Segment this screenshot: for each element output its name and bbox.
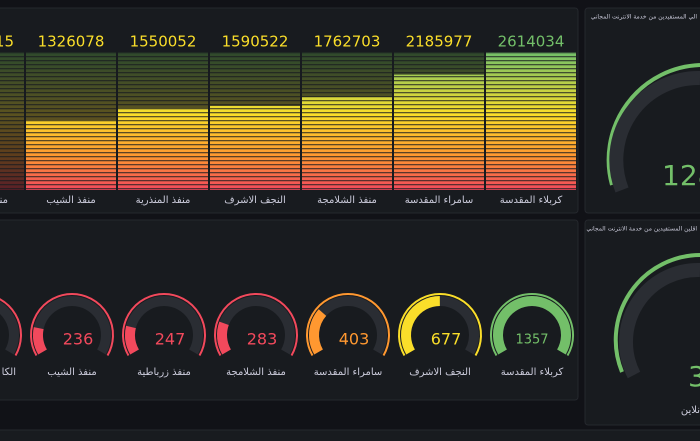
bar-value: 1326078 [38, 33, 105, 51]
gauge-fill [33, 327, 48, 355]
gauge-label: منفذ زرباطية [137, 367, 191, 378]
panel-title: اقلين المستفيدين من خدمة الانترنت المجان… [586, 226, 697, 233]
gauge-fill [125, 325, 140, 355]
gauge-fill [309, 309, 327, 355]
gauge-label: النجف الاشرف [409, 367, 471, 378]
gauge-fill [217, 321, 232, 355]
bar-stripes [302, 52, 392, 190]
gauge-value: 247 [155, 330, 186, 349]
bar-stripes [26, 52, 116, 190]
bar-value: 2614034 [498, 33, 565, 51]
bar-stripes [486, 52, 576, 190]
gauge-label: كربلاء المقدسة [501, 367, 564, 378]
gauge-value: 1357 [515, 333, 548, 348]
bar-stripes [210, 52, 300, 190]
panel-title: الي المستفيدين من خدمة الانترنت المجاني [591, 14, 698, 21]
bar-stripes [394, 52, 484, 190]
gauge-track [618, 262, 700, 379]
stat-value: 3 [688, 360, 700, 393]
gauge-threshold [30, 293, 114, 356]
bar-label: كربلاء المقدسة [500, 195, 563, 206]
bar-track [0, 52, 24, 190]
gauge-label: سامراء المقدسة [314, 367, 383, 378]
gauge-value: 283 [247, 330, 278, 349]
gauge-label: منفذ الشلامجة [226, 367, 286, 378]
gauge-threshold [306, 293, 390, 356]
gauge-track [0, 301, 19, 355]
gauge-fill [401, 296, 441, 355]
gauge-value: 236 [63, 330, 94, 349]
gauge-threshold [398, 293, 482, 356]
gauge-track [609, 70, 700, 193]
gauge-value: 677 [431, 330, 462, 349]
gauge-arc [606, 63, 700, 186]
stat-label: نلاين [681, 405, 700, 416]
gauge-threshold [214, 293, 298, 356]
stat-panel [584, 219, 700, 426]
bar-label: منفذ الشيب [46, 195, 95, 206]
bar-label: منفذ المنذرية [136, 195, 191, 206]
stat-value: 128 [662, 159, 700, 192]
bar-value: 1590522 [222, 33, 289, 51]
bar-label: النجف الاشرف [224, 195, 286, 206]
gauge-threshold [0, 298, 22, 356]
gauge-label: منفذ الشيب [47, 367, 96, 378]
gauge-threshold [122, 293, 206, 356]
bar-value: 1762703 [314, 33, 381, 51]
bar-stripes [118, 52, 208, 190]
panel [0, 429, 700, 441]
bar-label: منفذ الشلامجة [317, 195, 377, 206]
bar-value: 1550052 [130, 33, 197, 51]
bar-value: 15 [0, 33, 14, 51]
gauge-label: الكا [2, 367, 16, 378]
gauge-threshold [490, 293, 574, 356]
gauge-fill [493, 296, 571, 355]
gauge-value: 403 [339, 330, 370, 349]
bar-label: منـ [0, 195, 8, 206]
gauge-arc [613, 253, 700, 373]
bar-value: 2185977 [406, 33, 473, 51]
bar-label: سامراء المقدسة [405, 195, 474, 206]
